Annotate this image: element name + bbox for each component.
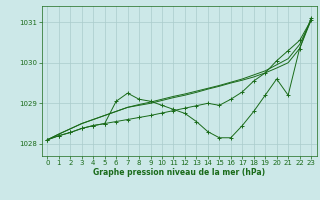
- X-axis label: Graphe pression niveau de la mer (hPa): Graphe pression niveau de la mer (hPa): [93, 168, 265, 177]
